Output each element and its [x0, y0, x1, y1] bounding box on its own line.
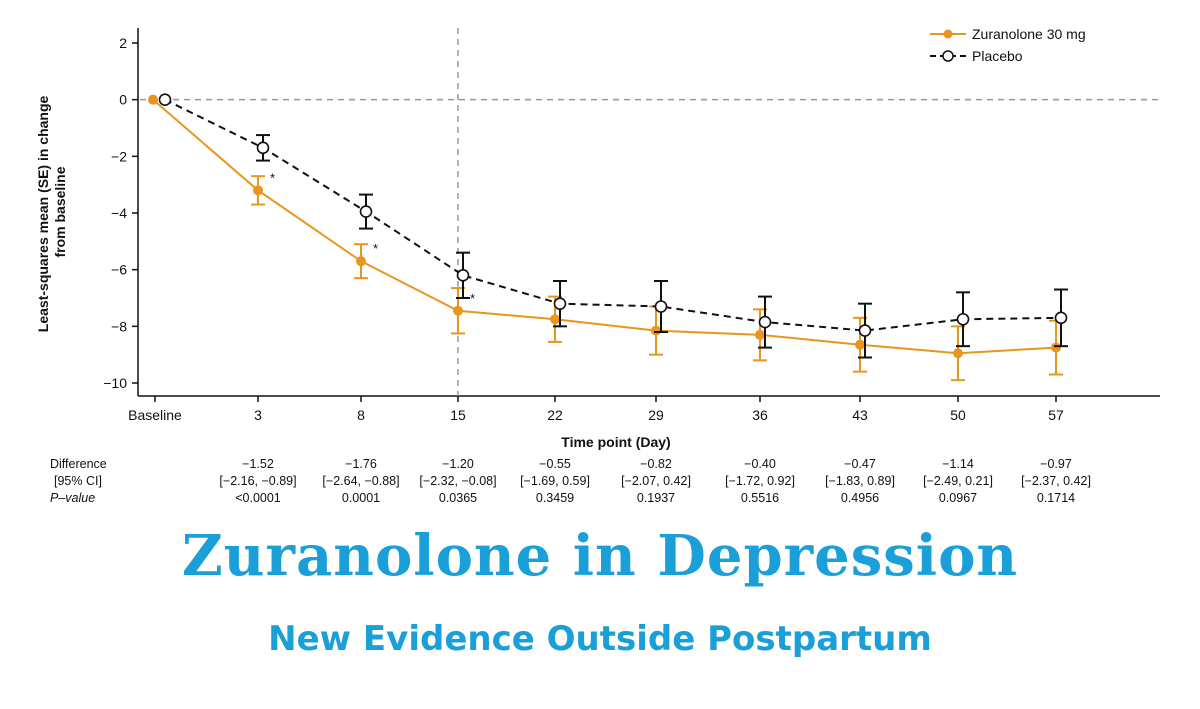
table-ci-cell: [−2.49, 0.21]	[923, 474, 993, 488]
table-ci-cell: [−1.83, 0.89]	[825, 474, 895, 488]
x-tick-label: 50	[950, 407, 966, 423]
headline-title: Zuranolone in Depression	[181, 523, 1019, 589]
zuranolone-point	[651, 325, 661, 336]
y-tick-label: −2	[111, 148, 127, 164]
x-tick-label: 57	[1048, 407, 1064, 423]
legend-placebo-label: Placebo	[972, 48, 1023, 64]
placebo-point	[256, 141, 270, 155]
table-difference-cell: −0.82	[640, 457, 672, 471]
table-pvalue-cell: <0.0001	[235, 491, 281, 505]
x-tick-label: 22	[547, 407, 563, 423]
zuranolone-line	[152, 98, 1057, 355]
zuranolone-point	[953, 348, 963, 359]
placebo-point	[858, 324, 872, 337]
y-tick-label: −4	[111, 205, 127, 221]
significance-star: *	[270, 170, 275, 185]
series-zuranolone	[148, 94, 1063, 382]
placebo-line	[164, 98, 1062, 332]
table-pvalue-cell: 0.0967	[939, 491, 977, 505]
legend: Zuranolone 30 mg Placebo	[930, 26, 1086, 64]
table-difference-cell: −1.20	[442, 457, 474, 471]
zuranolone-point	[453, 305, 463, 316]
table-difference-cell: −1.76	[345, 457, 377, 471]
significance-star: *	[373, 241, 378, 256]
zuranolone-point	[1051, 342, 1061, 353]
table-pvalue-cell: 0.3459	[536, 491, 574, 505]
x-tick-label: Baseline	[128, 407, 182, 423]
zuranolone-point	[253, 185, 263, 196]
table-ci-cell: [−2.37, 0.42]	[1021, 474, 1091, 488]
x-tick-label: 3	[254, 407, 262, 423]
placebo-point	[758, 315, 772, 329]
legend-placebo-marker	[942, 50, 954, 62]
placebo-point	[553, 297, 567, 310]
table-difference-cell: −0.47	[844, 457, 876, 471]
x-tick-label: 43	[852, 407, 868, 423]
placebo-point	[359, 205, 373, 218]
table-ci-cell: [−2.64, −0.88]	[322, 474, 399, 488]
placebo-point	[1054, 311, 1068, 325]
zuranolone-point	[356, 256, 366, 267]
placebo-point	[654, 300, 668, 313]
table-difference-cell: −0.55	[539, 457, 571, 471]
table-ci-cell: [−2.07, 0.42]	[621, 474, 691, 488]
x-tick-label: 8	[357, 407, 365, 423]
table-ci-cell: [−2.32, −0.08]	[419, 474, 496, 488]
x-ticks: Baseline 3 8 15 22 29 36 43 50 57	[128, 396, 1064, 423]
x-tick-label: 15	[450, 407, 466, 423]
table-pvalue-cell: 0.1714	[1037, 491, 1075, 505]
y-tick-label: 0	[119, 92, 127, 108]
table-pvalue-cell: 0.1937	[637, 491, 675, 505]
table-ci-cell: [−2.16, −0.89]	[219, 474, 296, 488]
x-axis-title: Time point (Day)	[561, 434, 670, 450]
zuranolone-point	[855, 339, 865, 350]
x-tick-label: 29	[648, 407, 664, 423]
zuranolone-point	[755, 329, 765, 340]
table-difference-cell: −1.14	[942, 457, 974, 471]
x-tick-label: 36	[752, 407, 768, 423]
table-difference-cell: −0.40	[744, 457, 776, 471]
legend-zuranolone-label: Zuranolone 30 mg	[972, 26, 1086, 42]
chart: 2 0 −2 −4 −6 −8 −10 Baseline 3 8 15 22 29 36 43 50 57 L…	[35, 26, 1160, 505]
series-placebo	[158, 93, 1068, 359]
table-ci-cell: [−1.72, 0.92]	[725, 474, 795, 488]
table-pvalue-cell: 0.0365	[439, 491, 477, 505]
table-row-label-difference: Difference	[50, 457, 107, 471]
y-ticks: 2 0 −2 −4 −6 −8 −10	[103, 35, 138, 391]
legend-zuranolone-marker	[943, 29, 953, 39]
significance-star: *	[470, 291, 475, 306]
placebo-point	[956, 312, 970, 326]
table-pvalue-cell: 0.5516	[741, 491, 779, 505]
table-pvalue-cell: 0.4956	[841, 491, 879, 505]
significance-markers: * * *	[270, 170, 475, 305]
table-pvalue-cell: 0.0001	[342, 491, 380, 505]
table-row-label-ci: [95% CI]	[54, 474, 102, 488]
y-tick-label: −6	[111, 262, 127, 278]
placebo-point	[456, 269, 470, 282]
y-tick-label: −10	[103, 375, 127, 391]
y-tick-label: 2	[119, 35, 127, 51]
headline-subtitle: New Evidence Outside Postpartum	[268, 619, 932, 659]
table-ci-cell: [−1.69, 0.59]	[520, 474, 590, 488]
placebo-point	[158, 93, 172, 106]
y-axis-title: Least-squares mean (SE) in change from b…	[35, 92, 68, 332]
table-row-label-pvalue: P–value	[50, 491, 95, 505]
zuranolone-point	[550, 314, 560, 325]
table-difference-cell: −0.97	[1040, 457, 1072, 471]
table-difference-cell: −1.52	[242, 457, 274, 471]
table-cells: −1.52 [−2.16, −0.89] <0.0001 −1.76 [−2.64, −…	[219, 457, 1091, 505]
series-layer	[148, 93, 1068, 382]
y-tick-label: −8	[111, 318, 127, 334]
zuranolone-point	[148, 94, 158, 105]
